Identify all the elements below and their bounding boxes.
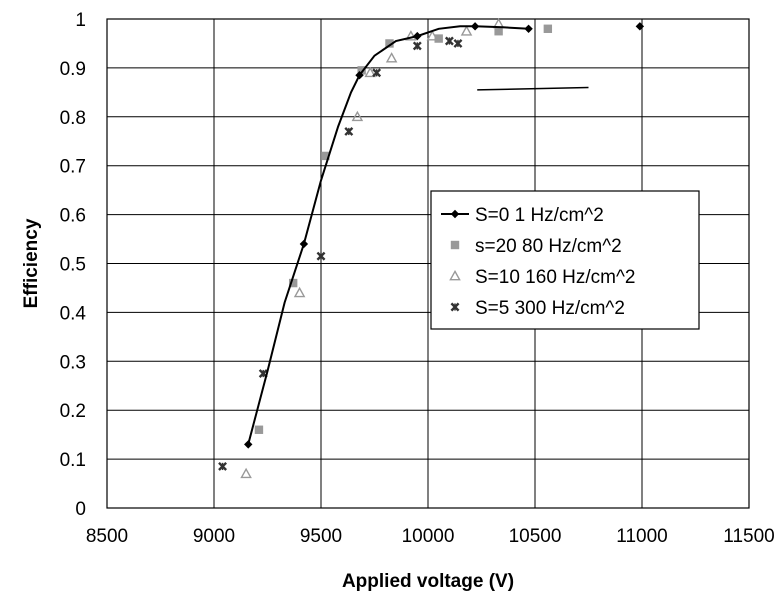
legend-box — [430, 190, 700, 330]
x-tick-label: 8500 — [86, 526, 128, 547]
y-axis-title: Efficiency — [21, 218, 42, 308]
legend-label: S=5 300 Hz/cm^2 — [475, 298, 625, 319]
data-point — [321, 151, 330, 161]
data-point — [355, 71, 364, 80]
data-point — [240, 467, 252, 479]
y-tick-label: 0.4 — [60, 303, 87, 324]
y-tick-label: 0.5 — [60, 255, 86, 276]
data-point — [543, 24, 553, 33]
y-tick-label: 0.3 — [60, 352, 86, 373]
data-point — [453, 39, 463, 48]
legend-marker — [449, 269, 461, 281]
data-point — [413, 31, 422, 41]
x-axis-title: Applied voltage (V) — [342, 571, 514, 592]
data-point — [635, 22, 645, 31]
legend-label: S=10 160 Hz/cm^2 — [475, 267, 635, 288]
data-point — [524, 24, 533, 33]
data-point — [288, 278, 298, 288]
x-tick-label: 9500 — [300, 526, 342, 547]
y-tick-label: 0.2 — [60, 401, 86, 422]
y-tick-label: 0.8 — [60, 108, 86, 129]
x-tick-labels: 8500 9000 9500 10000 10500 11000 11500 — [86, 526, 775, 547]
data-point — [372, 68, 382, 78]
series-2 — [254, 24, 553, 434]
data-point — [385, 39, 394, 48]
data-point — [344, 127, 354, 136]
legend-marker — [450, 209, 460, 219]
legend-label: s=20 80 Hz/cm^2 — [475, 236, 622, 257]
legend-label: S=0 1 Hz/cm^2 — [475, 205, 604, 226]
y-tick-label: 1 — [75, 10, 86, 31]
data-point — [316, 251, 326, 261]
x-tick-label: 10000 — [402, 526, 455, 547]
plot-area-frame — [106, 18, 750, 509]
data-point — [364, 66, 377, 78]
series-4 — [218, 36, 463, 471]
annotations — [477, 86, 589, 91]
series-1 — [244, 22, 645, 449]
y-tick-label: 0.1 — [60, 450, 86, 471]
series-layer — [218, 17, 645, 479]
legend-marker — [450, 302, 460, 312]
annotation-line — [477, 86, 589, 91]
data-point — [357, 66, 366, 75]
data-point — [426, 30, 439, 41]
data-point — [494, 27, 503, 36]
data-point — [351, 110, 364, 122]
y-tick-label: 0.7 — [60, 157, 86, 178]
data-point — [244, 440, 253, 449]
data-point — [218, 461, 228, 471]
data-point — [412, 41, 422, 51]
legend-marker — [450, 240, 460, 250]
data-point — [460, 25, 473, 36]
legend: S=0 1 Hz/cm^2 s=20 80 Hz/cm^2 S=10 160 Hz/… — [430, 190, 700, 330]
data-point — [470, 22, 480, 31]
data-point — [405, 30, 417, 41]
y-tick-label: 0.9 — [60, 59, 86, 80]
data-point — [444, 36, 454, 46]
x-tick-label: 11500 — [723, 526, 774, 547]
y-tick-label: 0.6 — [60, 206, 86, 227]
data-point — [254, 425, 264, 434]
data-point — [293, 286, 306, 298]
series-line — [247, 25, 529, 445]
data-point — [434, 34, 443, 43]
data-point — [385, 52, 398, 63]
y-tick-label: 0 — [75, 499, 86, 520]
y-tick-labels: 0 0.1 0.2 0.3 0.4 0.5 0.6 0.7 0.8 0.9 1 — [60, 10, 87, 520]
x-tick-label: 10500 — [509, 526, 562, 547]
x-tick-label: 9000 — [193, 526, 235, 547]
data-point — [299, 239, 309, 249]
x-tick-label: 11000 — [616, 526, 667, 547]
